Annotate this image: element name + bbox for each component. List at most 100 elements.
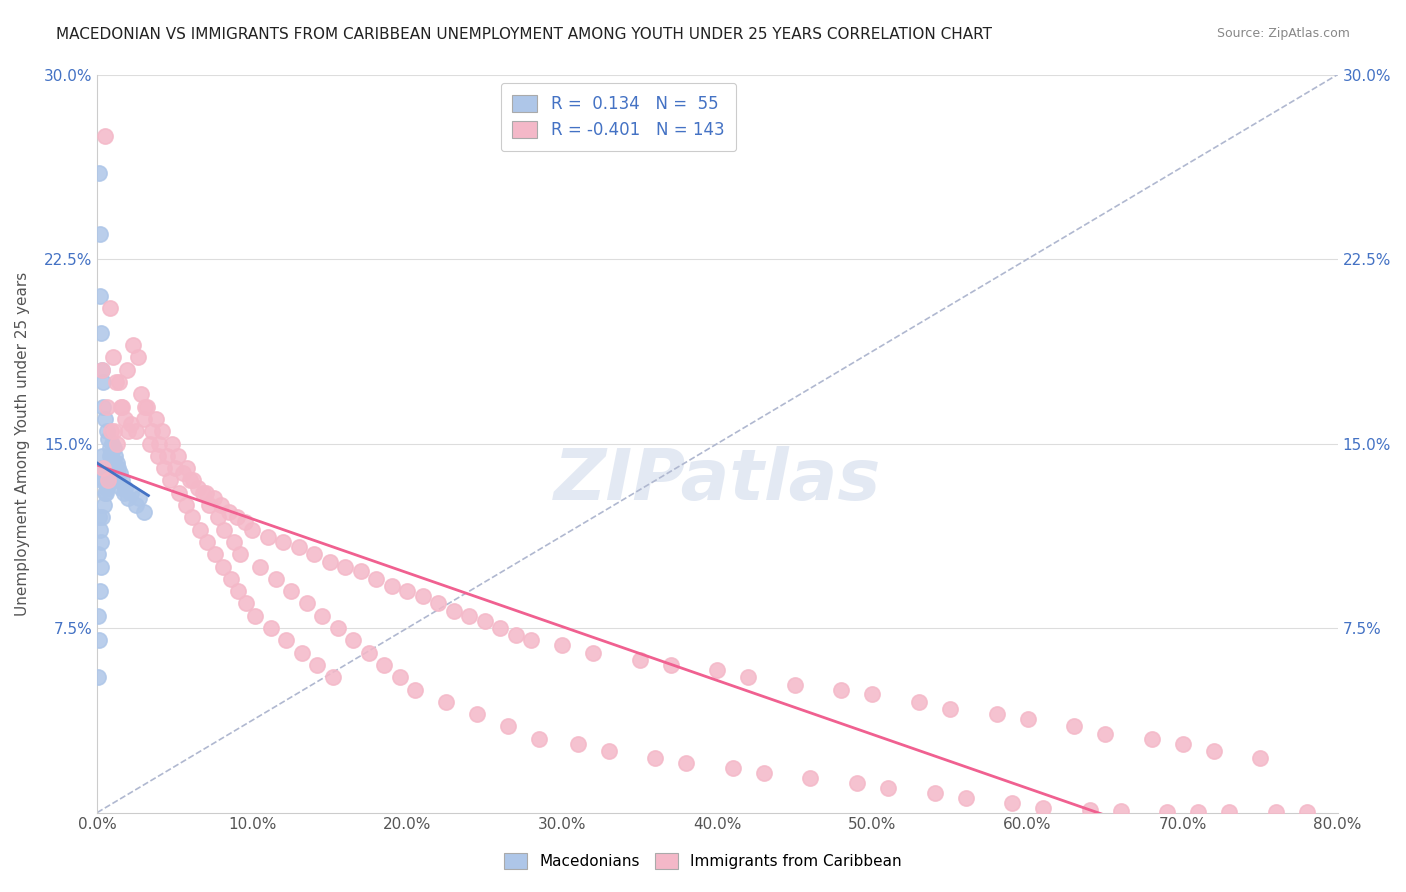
Point [222, 535, 245, 549]
Point [396, 584, 419, 599]
Point [98, 442, 121, 456]
Point [465, 707, 488, 722]
Point [108, 375, 131, 389]
Point [1202, 744, 1225, 758]
Point [87, 510, 110, 524]
Point [114, 412, 136, 426]
Point [209, 498, 232, 512]
Point [93, 474, 115, 488]
Point [90, 362, 112, 376]
Point [233, 515, 256, 529]
Point [1249, 751, 1271, 765]
Point [90, 535, 112, 549]
Point [103, 461, 125, 475]
Text: MACEDONIAN VS IMMIGRANTS FROM CARIBBEAN UNEMPLOYMENT AMONG YOUTH UNDER 25 YEARS : MACEDONIAN VS IMMIGRANTS FROM CARIBBEAN … [56, 27, 993, 42]
Point [103, 442, 125, 456]
Point [207, 510, 229, 524]
Point [90, 461, 112, 475]
Point [228, 584, 250, 599]
Point [675, 756, 697, 771]
Point [163, 461, 186, 475]
Point [877, 780, 900, 795]
Point [134, 400, 156, 414]
Point [87, 166, 110, 180]
Point [924, 786, 946, 800]
Point [218, 505, 240, 519]
Point [1063, 719, 1085, 733]
Point [104, 375, 127, 389]
Point [1094, 727, 1116, 741]
Point [110, 481, 132, 495]
Point [96, 424, 118, 438]
Point [89, 289, 111, 303]
Point [114, 481, 136, 495]
Point [204, 547, 226, 561]
Point [211, 559, 233, 574]
Point [644, 751, 666, 765]
Point [628, 653, 651, 667]
Point [1001, 796, 1024, 810]
Point [90, 559, 112, 574]
Point [91, 510, 114, 524]
Point [127, 351, 149, 365]
Point [1078, 803, 1101, 817]
Point [100, 461, 122, 475]
Point [132, 505, 155, 519]
Point [783, 678, 806, 692]
Point [311, 608, 333, 623]
Point [91, 375, 114, 389]
Point [1264, 805, 1286, 820]
Point [104, 466, 127, 480]
Point [96, 400, 118, 414]
Point [96, 481, 118, 495]
Point [225, 510, 247, 524]
Point [443, 604, 465, 618]
Point [129, 387, 152, 401]
Point [107, 436, 129, 450]
Point [737, 670, 759, 684]
Point [458, 608, 481, 623]
Point [94, 485, 117, 500]
Point [115, 362, 138, 376]
Point [97, 461, 120, 475]
Point [89, 633, 111, 648]
Point [90, 326, 112, 340]
Point [174, 498, 197, 512]
Point [101, 351, 124, 365]
Point [100, 449, 122, 463]
Point [89, 227, 111, 242]
Point [188, 523, 211, 537]
Point [322, 670, 344, 684]
Point [135, 400, 157, 414]
Point [986, 707, 1008, 722]
Point [271, 535, 294, 549]
Point [862, 688, 884, 702]
Point [799, 771, 821, 785]
Point [276, 633, 298, 648]
Point [582, 646, 605, 660]
Point [191, 485, 214, 500]
Point [335, 559, 357, 574]
Point [93, 461, 115, 475]
Point [91, 449, 114, 463]
Point [108, 466, 131, 480]
Point [87, 608, 110, 623]
Point [169, 485, 191, 500]
Point [1295, 805, 1317, 820]
Point [366, 572, 388, 586]
Point [94, 412, 117, 426]
Point [159, 474, 181, 488]
Point [91, 461, 114, 475]
Point [319, 555, 342, 569]
Point [93, 400, 115, 414]
Point [112, 485, 135, 500]
Point [291, 646, 314, 660]
Point [527, 731, 550, 746]
Point [388, 670, 411, 684]
Point [1109, 805, 1132, 819]
Point [245, 608, 267, 623]
Point [412, 589, 434, 603]
Point [117, 491, 139, 505]
Point [87, 547, 110, 561]
Point [908, 695, 931, 709]
